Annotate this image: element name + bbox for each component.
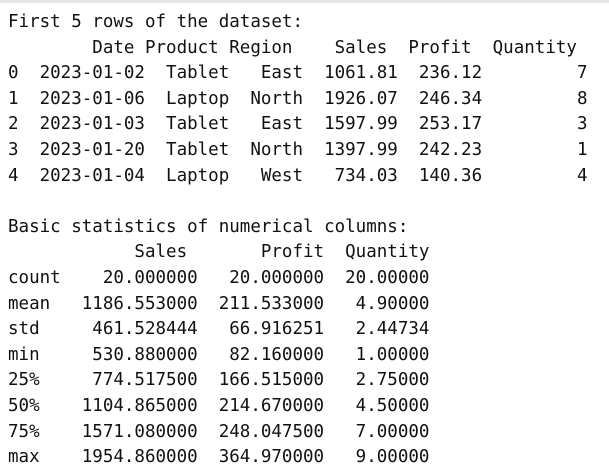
stats-row-50: 50% 1104.865000 214.670000 4.50000 <box>8 395 430 416</box>
table-row: 2 2023-01-03 Tablet East 1597.99 253.17 … <box>8 114 588 135</box>
cell-output: First 5 rows of the dataset: Date Produc… <box>8 10 587 471</box>
stats-row-25: 25% 774.517500 166.515000 2.75000 <box>8 370 430 391</box>
blank-line <box>8 189 587 215</box>
table-header-row: Date Product Region Sales Profit Quantit… <box>8 37 577 58</box>
stats-row-count: count 20.000000 20.000000 20.00000 <box>8 267 430 288</box>
stats-row-min: min 530.880000 82.160000 1.00000 <box>8 344 430 365</box>
stats-row-max: max 1954.860000 364.970000 9.00000 <box>8 447 430 468</box>
output-heading-statistics: Basic statistics of numerical columns: <box>8 216 409 237</box>
output-top-border <box>0 0 609 3</box>
stats-row-mean: mean 1186.553000 211.533000 4.90000 <box>8 293 430 314</box>
output-heading-first-rows: First 5 rows of the dataset: <box>8 12 304 32</box>
stats-row-75: 75% 1571.080000 248.047500 7.00000 <box>8 421 430 442</box>
stats-row-std: std 461.528444 66.916251 2.44734 <box>8 319 430 340</box>
table-row: 3 2023-01-20 Tablet North 1397.99 242.23… <box>8 139 588 160</box>
table-row: 1 2023-01-06 Laptop North 1926.07 246.34… <box>8 88 588 109</box>
stats-header-row: Sales Profit Quantity <box>8 242 430 263</box>
table-row: 4 2023-01-04 Laptop West 734.03 140.36 4 <box>8 165 588 186</box>
table-row: 0 2023-01-02 Tablet East 1061.81 236.12 … <box>8 63 588 84</box>
